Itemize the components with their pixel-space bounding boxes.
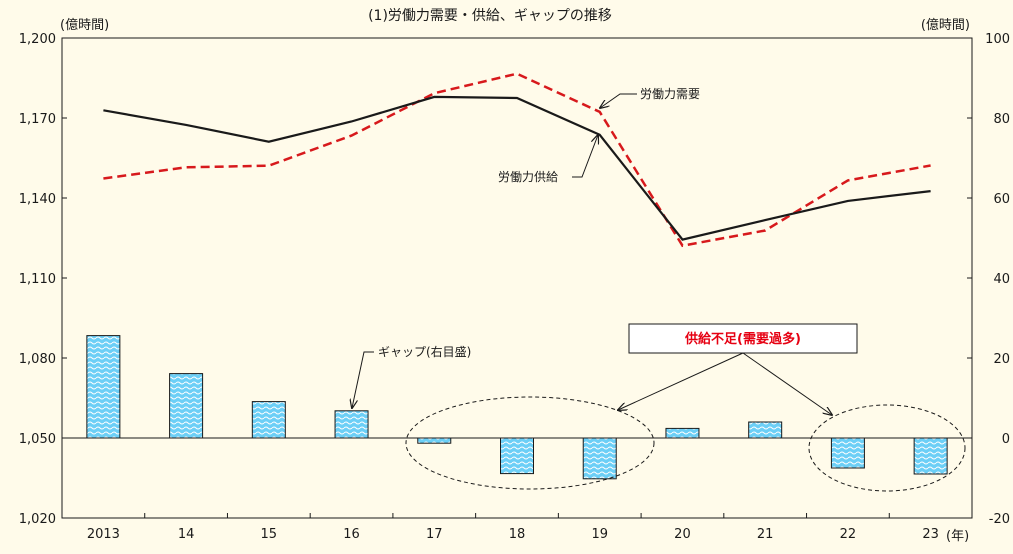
demand-leader [600, 93, 637, 108]
left-tick-label: 1,050 [19, 432, 56, 447]
x-axis-unit: (年) [946, 529, 969, 544]
left-tick-label: 1,110 [19, 272, 56, 287]
gap-annotation: ギャップ(右目盛) [378, 344, 471, 359]
shortage-ellipse-17-19 [405, 396, 655, 490]
x-tick-label: 19 [591, 527, 608, 542]
demand-annotation: 労働力需要 [640, 87, 700, 101]
gap-bar [582, 437, 617, 480]
shortage-arrow-right [742, 352, 832, 415]
right-tick-label: 0 [1002, 432, 1010, 447]
chart-title: (1)労働力需要・供給、ギャップの推移 [368, 8, 612, 24]
x-tick-label: 22 [840, 527, 857, 542]
gap-bar [830, 437, 865, 469]
shortage-ellipse-22-23 [808, 404, 966, 492]
gap-bar [417, 437, 452, 444]
x-tick-label: 18 [509, 527, 526, 542]
x-tick-label: 15 [261, 527, 278, 542]
x-tick-label: 14 [178, 527, 195, 542]
series-demand-line [103, 72, 931, 248]
series-supply-line [103, 95, 931, 241]
right-tick-label: 100 [985, 32, 1010, 47]
gap-bar [500, 437, 534, 475]
right-tick-label: 80 [993, 112, 1010, 127]
left-axis: 1,020 1,050 1,080 1,110 1,140 1,170 1,200 [19, 32, 67, 527]
gap-bar [251, 401, 286, 439]
supply-leader [572, 135, 598, 178]
gap-bar [748, 421, 783, 439]
gap-bar [665, 427, 700, 439]
gap-bar [913, 437, 948, 475]
shortage-arrow-left [618, 352, 744, 410]
left-tick-label: 1,200 [19, 32, 56, 47]
gap-leader [352, 351, 374, 408]
gap-bar [86, 335, 121, 439]
right-axis: -20 0 20 40 60 80 100 [967, 32, 1010, 527]
gap-bars [86, 335, 948, 480]
supply-annotation: 労働力供給 [498, 170, 558, 184]
right-tick-label: 60 [993, 192, 1010, 207]
shortage-box [628, 323, 858, 354]
right-tick-label: -20 [989, 512, 1010, 527]
x-tick-label: 17 [426, 527, 443, 542]
x-tick-label: 21 [757, 527, 774, 542]
left-tick-label: 1,020 [19, 512, 56, 527]
x-tick-label: 16 [343, 527, 360, 542]
left-tick-label: 1,170 [19, 112, 56, 127]
x-tick-label: 23 [922, 527, 939, 542]
shortage-label: 供給不足(需要過多) [684, 331, 801, 347]
left-tick-label: 1,140 [19, 192, 56, 207]
right-axis-unit: (億時間) [921, 17, 970, 33]
right-tick-label: 20 [993, 352, 1010, 367]
x-axis: 2013 14 15 16 17 18 19 20 21 22 23 [87, 513, 939, 542]
gap-bar [169, 373, 204, 439]
gap-bar [334, 410, 369, 439]
x-tick-label: 20 [674, 527, 691, 542]
left-tick-label: 1,080 [19, 352, 56, 367]
x-tick-label: 2013 [87, 527, 120, 542]
left-axis-unit: (億時間) [60, 17, 109, 33]
right-tick-label: 40 [993, 272, 1010, 287]
